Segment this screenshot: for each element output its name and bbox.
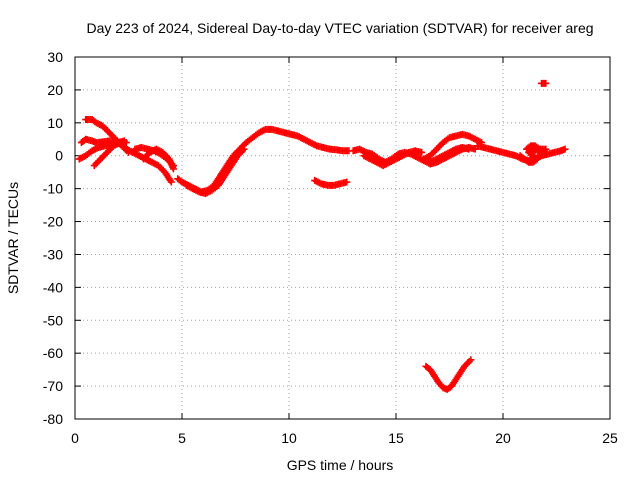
series-arc-9: [311, 176, 351, 189]
data-point: [240, 145, 248, 153]
series-arc-15: [516, 142, 550, 166]
y-tick-label: -40: [43, 279, 63, 295]
data-point: [561, 145, 569, 153]
series-arc-11: [360, 147, 426, 170]
data-points: [75, 79, 569, 393]
series-arc-16: [538, 79, 550, 87]
series-arc-17: [422, 356, 475, 393]
data-point: [542, 79, 550, 87]
x-axis-label: GPS time / hours: [287, 457, 394, 473]
series-arc-6: [139, 145, 177, 173]
series-arc-13: [426, 144, 473, 166]
data-point: [467, 356, 475, 364]
data-point: [167, 178, 175, 186]
chart-title: Day 223 of 2024, Sidereal Day-to-day VTE…: [86, 20, 593, 36]
y-tick-label: -50: [43, 312, 63, 328]
x-tick-label: 25: [602, 430, 618, 446]
series-arc-8: [182, 145, 248, 198]
data-point: [169, 165, 177, 173]
y-tick-label: 0: [55, 148, 63, 164]
y-tick-label: -80: [43, 411, 63, 427]
data-point: [533, 155, 541, 163]
x-tick-label: 0: [71, 430, 79, 446]
series-arc-12: [420, 130, 486, 163]
data-point: [532, 154, 540, 162]
x-tick-label: 15: [388, 430, 404, 446]
x-tick-label: 10: [281, 430, 297, 446]
x-tick-label: 20: [495, 430, 511, 446]
data-point: [343, 178, 351, 186]
data-point: [465, 145, 473, 153]
y-tick-label: -60: [43, 345, 63, 361]
series-arc-4: [90, 139, 130, 170]
plot-frame: [74, 56, 611, 420]
data-point: [125, 148, 132, 156]
y-axis-label: SDTVAR / TECUs: [5, 182, 21, 294]
grid-lines: [75, 57, 610, 419]
y-tick-label: -10: [43, 181, 63, 197]
data-point: [122, 139, 130, 147]
y-tick-label: -30: [43, 246, 63, 262]
y-tick-label: 10: [47, 115, 63, 131]
y-tick-label: -20: [43, 214, 63, 230]
x-tick-label: 5: [178, 430, 186, 446]
y-tick-label: 30: [47, 49, 63, 65]
y-tick-label: -70: [43, 378, 63, 394]
y-tick-label: 20: [47, 82, 63, 98]
data-point: [418, 148, 426, 156]
